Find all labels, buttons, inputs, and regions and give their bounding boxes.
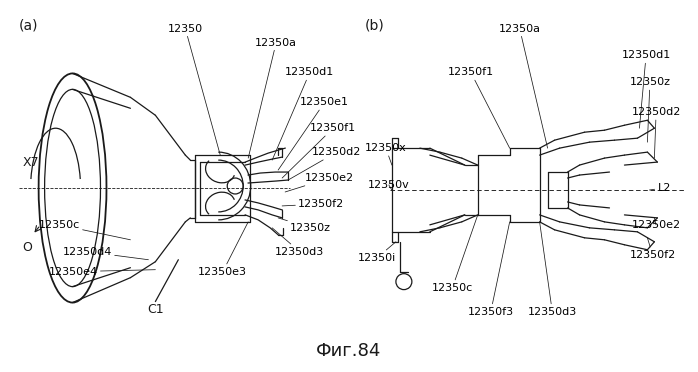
Text: 12350e3: 12350e3 <box>198 222 248 277</box>
Text: 12350c: 12350c <box>432 215 477 293</box>
Text: 12350e2: 12350e2 <box>632 218 681 230</box>
Text: 12350d2: 12350d2 <box>632 107 681 158</box>
Text: 12350d4: 12350d4 <box>63 247 149 260</box>
Text: 12350f3: 12350f3 <box>468 222 514 317</box>
Text: 12350e4: 12350e4 <box>49 267 156 277</box>
Text: 12350d2: 12350d2 <box>288 147 362 180</box>
Text: (b): (b) <box>365 19 385 33</box>
Text: 12350a: 12350a <box>498 23 548 148</box>
Text: 12350z: 12350z <box>630 77 671 142</box>
Text: 12350x: 12350x <box>365 143 407 165</box>
Text: 12350i: 12350i <box>358 242 396 263</box>
Text: L2: L2 <box>649 183 671 193</box>
Text: 12350v: 12350v <box>368 180 410 190</box>
Text: 12350e1: 12350e1 <box>278 97 349 170</box>
Text: Фиг.84: Фиг.84 <box>316 342 382 360</box>
Text: 12350a: 12350a <box>248 38 297 158</box>
Text: 12350f1: 12350f1 <box>448 67 510 148</box>
Text: 12350d1: 12350d1 <box>272 67 334 160</box>
Text: 12350d1: 12350d1 <box>621 51 671 128</box>
Text: 12350: 12350 <box>168 23 221 155</box>
Text: 12350z: 12350z <box>278 218 331 233</box>
Text: 12350d3: 12350d3 <box>528 222 577 317</box>
Text: 12350f1: 12350f1 <box>282 123 356 178</box>
Text: (a): (a) <box>19 19 38 33</box>
Text: X7: X7 <box>22 155 39 169</box>
Text: 12350f2: 12350f2 <box>282 199 344 209</box>
Text: 12350d3: 12350d3 <box>272 228 325 257</box>
Text: C1: C1 <box>147 303 164 316</box>
Text: 12350f2: 12350f2 <box>630 238 676 260</box>
Text: 12350e2: 12350e2 <box>285 173 354 192</box>
Text: O: O <box>22 241 33 254</box>
Text: 12350c: 12350c <box>38 220 131 240</box>
